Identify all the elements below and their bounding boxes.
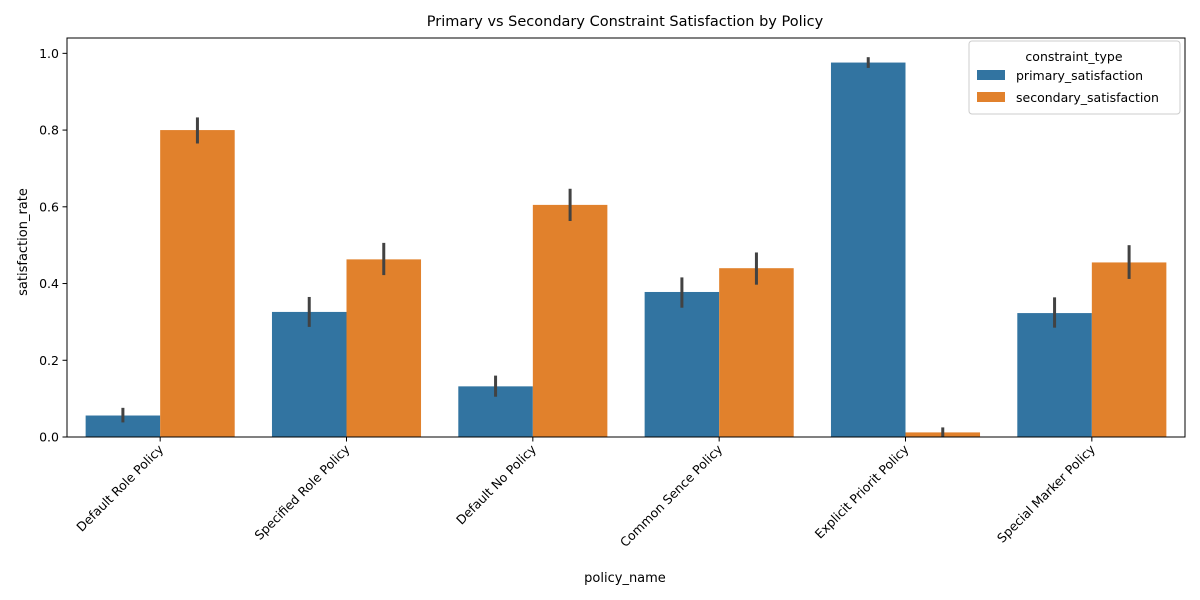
x-tick-label: Specified Role Policy <box>251 441 353 543</box>
bar-primary_satisfaction-5 <box>1017 313 1092 437</box>
bars-group <box>85 62 1167 438</box>
x-tick-label: Default No Policy <box>453 441 539 527</box>
legend-frame <box>968 40 1181 115</box>
legend-label-primary: primary_satisfaction <box>1016 68 1143 83</box>
plot-frame <box>66 37 1186 438</box>
chart-title: Primary vs Secondary Constraint Satisfac… <box>427 14 824 30</box>
y-ticks-group: 0.0 0.2 0.4 0.6 0.8 1.0 <box>39 46 67 445</box>
x-axis-label: policy_name <box>584 571 666 586</box>
legend: constraint_type primary_satisfaction sec… <box>968 40 1181 115</box>
legend-swatch-secondary <box>977 92 1005 102</box>
bar-primary_satisfaction-4 <box>830 62 906 438</box>
bar-primary_satisfaction-3 <box>644 291 720 437</box>
axes-group <box>66 37 1186 438</box>
bar-secondary_satisfaction-1 <box>346 259 422 437</box>
y-tick-label: 1.0 <box>39 46 59 61</box>
x-tick-label: Special Marker Policy <box>994 441 1098 545</box>
bar-secondary_satisfaction-0 <box>160 130 235 438</box>
bar-secondary_satisfaction-3 <box>719 268 794 437</box>
x-ticks-group: Default Role Policy Specified Role Policy… <box>73 437 1098 550</box>
y-tick-label: 0.2 <box>39 353 59 368</box>
x-tick-label: Default Role Policy <box>73 441 166 534</box>
y-tick-label: 0.6 <box>39 199 59 214</box>
bar-secondary_satisfaction-5 <box>1091 262 1167 437</box>
y-axis-label: satisfaction_rate <box>16 188 31 296</box>
bar-primary_satisfaction-0 <box>85 415 161 437</box>
y-tick-label: 0.8 <box>39 123 59 138</box>
bar-secondary_satisfaction-2 <box>532 204 608 437</box>
legend-label-secondary: secondary_satisfaction <box>1016 90 1159 105</box>
y-tick-label: 0.4 <box>39 276 59 291</box>
legend-swatch-primary <box>977 70 1005 80</box>
x-tick-label: Explicit Priorit Policy <box>812 441 912 541</box>
y-tick-label: 0.0 <box>39 430 59 445</box>
errorbars-group <box>121 57 1131 437</box>
bar-primary_satisfaction-1 <box>271 311 347 437</box>
x-tick-label: Common Sence Policy <box>617 441 726 550</box>
legend-title: constraint_type <box>1025 49 1122 64</box>
